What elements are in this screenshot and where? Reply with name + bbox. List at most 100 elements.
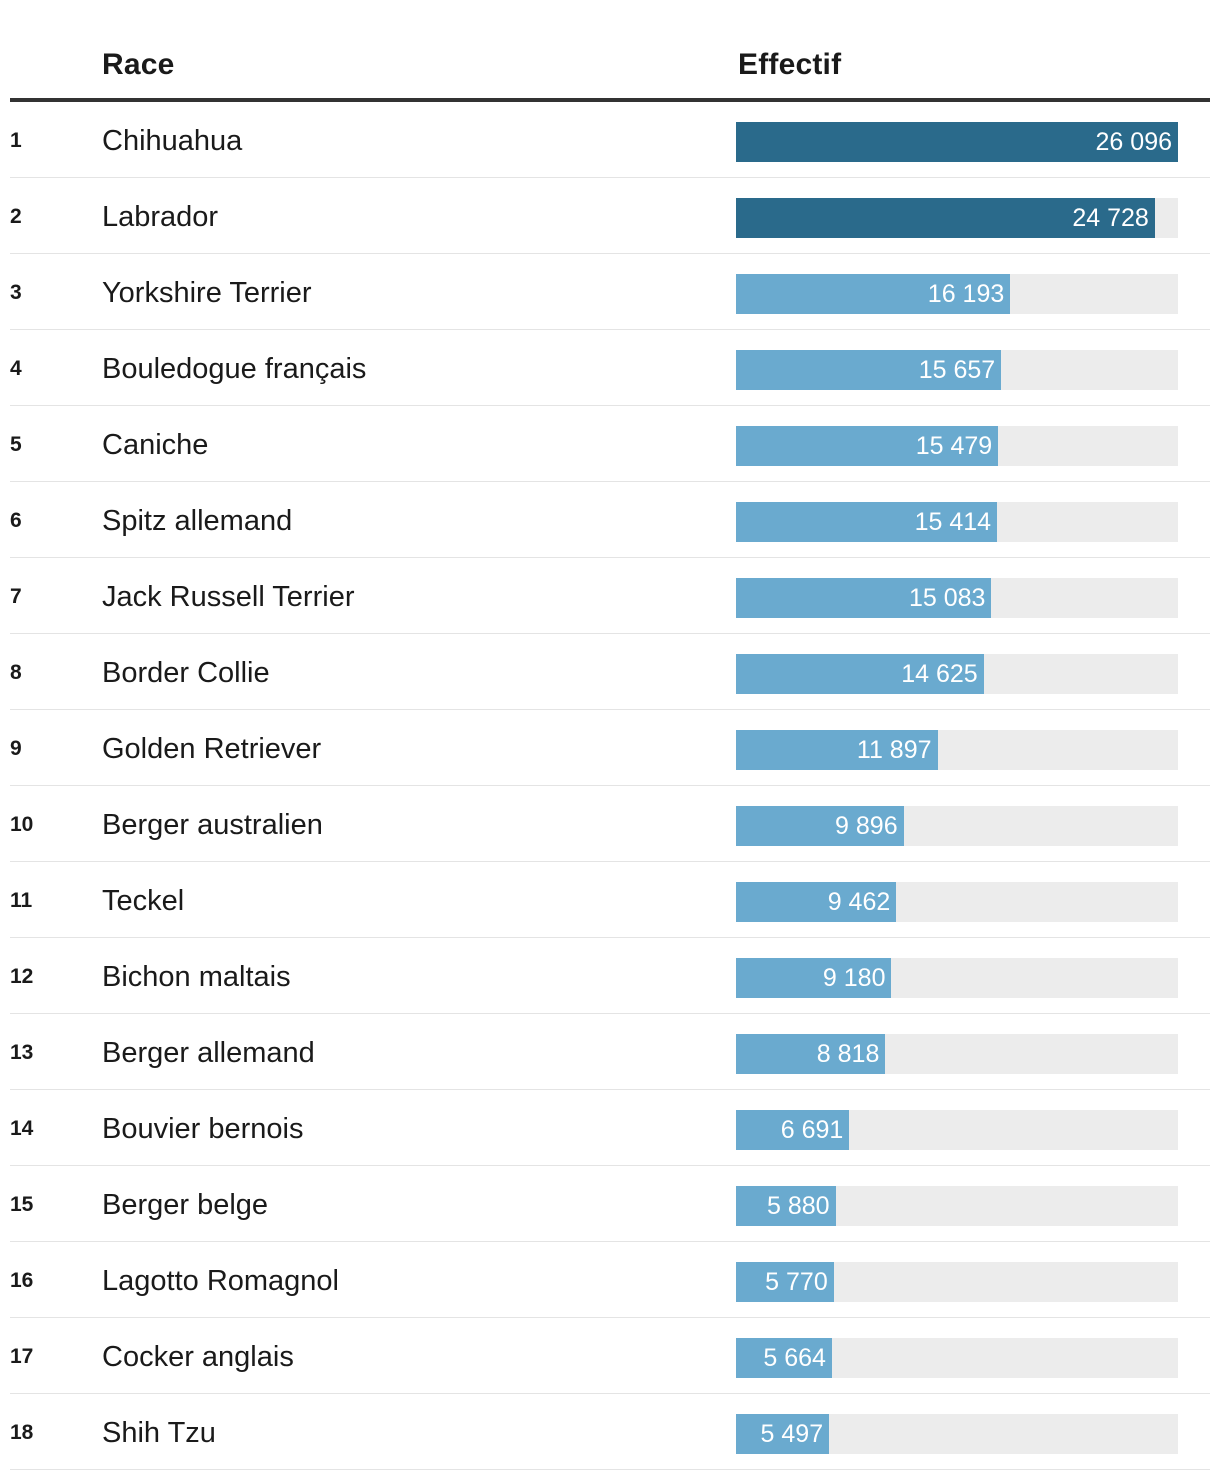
bar-track: 5 497 — [736, 1414, 1178, 1454]
bar-value-label: 14 625 — [901, 660, 978, 688]
bar-track: 15 479 — [736, 426, 1178, 466]
breed-name: Spitz allemand — [102, 505, 293, 537]
column-header-effectif: Effectif — [738, 48, 842, 81]
bar-14: 6 691 — [736, 1110, 850, 1150]
breed-name: Yorkshire Terrier — [102, 277, 312, 309]
breed-name: Shih Tzu — [102, 1417, 216, 1449]
rank-number: 2 — [10, 205, 22, 228]
bar-6: 15 414 — [736, 502, 998, 542]
breed-name: Caniche — [102, 429, 209, 461]
rank-number: 17 — [10, 1345, 34, 1368]
table-row: 7 Jack Russell Terrier 15 083 — [10, 558, 1210, 634]
bar-12: 9 180 — [736, 958, 892, 998]
breed-name: Berger australien — [102, 809, 323, 841]
breed-name: Lagotto Romagnol — [102, 1265, 339, 1297]
bar-track: 9 462 — [736, 882, 1178, 922]
table-row: 14 Bouvier bernois 6 691 — [10, 1090, 1210, 1166]
bar-track: 15 414 — [736, 502, 1178, 542]
bar-value-label: 5 770 — [765, 1268, 828, 1296]
table-header: Race Effectif — [10, 0, 1210, 102]
bar-track: 24 728 — [736, 198, 1178, 238]
bar-track: 9 896 — [736, 806, 1178, 846]
bar-value-label: 8 818 — [816, 1040, 880, 1068]
bar-value-label: 9 180 — [822, 964, 886, 992]
bar-18: 5 497 — [736, 1414, 830, 1454]
table-row: 9 Golden Retriever 11 897 — [10, 710, 1210, 786]
breed-name: Golden Retriever — [102, 733, 322, 765]
bar-track: 5 664 — [736, 1338, 1178, 1378]
bar-10: 9 896 — [736, 806, 904, 846]
table-row: 12 Bichon maltais 9 180 — [10, 938, 1210, 1014]
rank-number: 6 — [10, 509, 22, 532]
bar-track: 9 180 — [736, 958, 1178, 998]
bar-value-label: 15 083 — [908, 584, 986, 612]
bar-value-label: 5 497 — [760, 1420, 824, 1448]
bar-value-label: 11 897 — [856, 736, 932, 764]
rank-number: 5 — [10, 433, 22, 456]
table-row: 8 Border Collie 14 625 — [10, 634, 1210, 710]
bar-value-label: 5 664 — [763, 1344, 826, 1372]
bar-4: 15 657 — [736, 350, 1002, 390]
table-row: 17 Cocker anglais 5 664 — [10, 1318, 1210, 1394]
rank-number: 4 — [10, 357, 22, 380]
bar-value-label: 24 728 — [1072, 204, 1149, 232]
rank-number: 14 — [10, 1117, 34, 1140]
breed-name: Teckel — [102, 885, 185, 917]
bar-track: 5 880 — [736, 1186, 1178, 1226]
breed-name: Cocker anglais — [102, 1341, 294, 1373]
table-row: 13 Berger allemand 8 818 — [10, 1014, 1210, 1090]
table-row: 6 Spitz allemand 15 414 — [10, 482, 1210, 558]
rank-number: 13 — [10, 1041, 34, 1064]
bar-value-label: 5 880 — [767, 1192, 830, 1220]
column-header-race: Race — [102, 48, 175, 81]
table-row: 15 Berger belge 5 880 — [10, 1166, 1210, 1242]
bar-1: 26 096 — [736, 122, 1178, 162]
breed-name: Bouledogue français — [102, 353, 367, 385]
bar-track: 16 193 — [736, 274, 1178, 314]
breed-name: Bouvier bernois — [102, 1113, 304, 1145]
bar-9: 11 897 — [736, 730, 938, 770]
bar-3: 16 193 — [736, 274, 1011, 314]
bar-track: 15 083 — [736, 578, 1178, 618]
bar-track: 6 691 — [736, 1110, 1178, 1150]
breed-name: Border Collie — [102, 657, 270, 689]
bar-value-label: 26 096 — [1095, 128, 1172, 156]
bar-track: 15 657 — [736, 350, 1178, 390]
table-row: 18 Shih Tzu 5 497 — [10, 1394, 1210, 1470]
bar-15: 5 880 — [736, 1186, 836, 1226]
rank-number: 11 — [10, 889, 33, 912]
bar-17: 5 664 — [736, 1338, 832, 1378]
rank-number: 10 — [10, 813, 34, 836]
bar-value-label: 6 691 — [780, 1116, 844, 1144]
rank-number: 15 — [10, 1193, 34, 1216]
breed-name: Berger belge — [102, 1189, 269, 1221]
breed-name: Labrador — [102, 201, 219, 233]
table-row: 11 Teckel 9 462 — [10, 862, 1210, 938]
bar-16: 5 770 — [736, 1262, 834, 1302]
table-row: 10 Berger australien 9 896 — [10, 786, 1210, 862]
rank-number: 3 — [10, 281, 22, 304]
table-row: 2 Labrador 24 728 — [10, 178, 1210, 254]
rank-number: 7 — [10, 585, 22, 608]
breed-name: Berger allemand — [102, 1037, 315, 1069]
bar-8: 14 625 — [736, 654, 984, 694]
breed-name: Jack Russell Terrier — [102, 581, 355, 613]
table-row: 4 Bouledogue français 15 657 — [10, 330, 1210, 406]
bar-2: 24 728 — [736, 198, 1155, 238]
bar-value-label: 9 462 — [827, 888, 891, 916]
rank-number: 18 — [10, 1421, 34, 1444]
bar-value-label: 15 657 — [918, 356, 996, 384]
bar-value-label: 9 896 — [835, 812, 898, 840]
bar-track: 8 818 — [736, 1034, 1178, 1074]
bar-value-label: 15 479 — [915, 432, 993, 460]
bar-track: 5 770 — [736, 1262, 1178, 1302]
bar-7: 15 083 — [736, 578, 992, 618]
breed-name: Bichon maltais — [102, 961, 291, 993]
rank-number: 8 — [10, 661, 22, 684]
rank-number: 12 — [10, 965, 34, 988]
bar-track: 26 096 — [736, 122, 1178, 162]
bar-11: 9 462 — [736, 882, 897, 922]
table-row: 1 Chihuahua 26 096 — [10, 102, 1210, 178]
rank-number: 1 — [10, 129, 22, 152]
bar-track: 11 897 — [736, 730, 1178, 770]
